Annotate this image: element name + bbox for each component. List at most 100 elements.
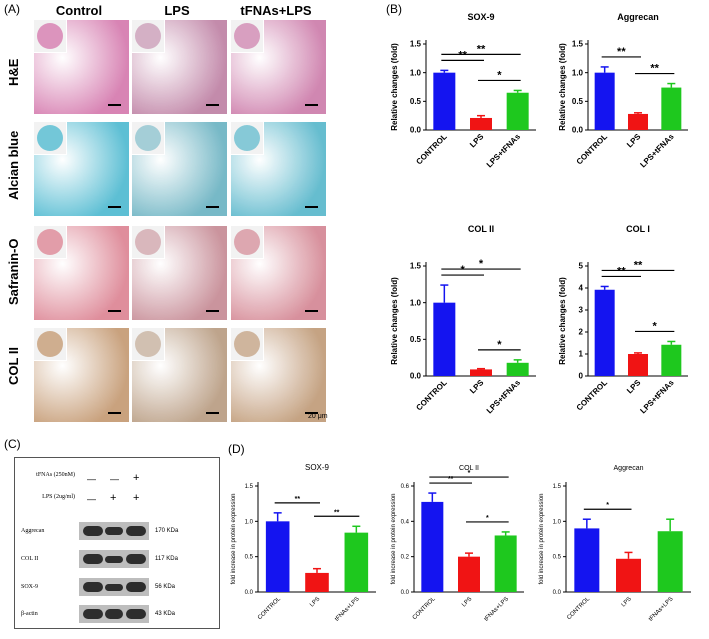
y-tick-label: 0.0 bbox=[245, 590, 254, 596]
scale-bar bbox=[305, 412, 318, 414]
bar bbox=[661, 344, 682, 376]
significance-label: * bbox=[486, 515, 489, 522]
chart-title: Aggrecan bbox=[614, 465, 644, 472]
blot-label-col2: COL II bbox=[21, 556, 39, 562]
chart-title: SOX-9 bbox=[305, 463, 330, 472]
bar bbox=[433, 302, 456, 376]
y-tick-label: 1.0 bbox=[410, 68, 422, 77]
panel-b-label: (B) bbox=[386, 2, 402, 16]
x-tick-label: LPS bbox=[309, 596, 321, 608]
chart-d-col2: COL II fold increase in protein expressio… bbox=[391, 465, 524, 623]
x-tick-label: LPS+tFNAs bbox=[638, 378, 676, 416]
x-tick-label: CONTROL bbox=[412, 596, 437, 621]
blot-label-actin: β-actin bbox=[21, 611, 38, 617]
overview-inset bbox=[34, 122, 67, 155]
y-tick-label: 3 bbox=[579, 306, 584, 315]
y-tick-label: 1.0 bbox=[410, 298, 422, 307]
y-tick-label: 5 bbox=[579, 262, 584, 271]
histology-image-col2-tfnas-lps bbox=[231, 328, 326, 422]
band bbox=[105, 556, 123, 563]
scale-bar bbox=[108, 412, 121, 414]
x-tick-label: LPS bbox=[621, 596, 633, 608]
y-tick-label: 1.5 bbox=[572, 40, 584, 49]
bar bbox=[616, 558, 641, 592]
bar bbox=[305, 572, 329, 592]
x-tick-label: LPS bbox=[625, 132, 643, 150]
overview-inset bbox=[231, 122, 264, 155]
overview-inset bbox=[231, 20, 264, 53]
histology-image-he-tfnas-lps bbox=[231, 20, 326, 114]
significance-label: ** bbox=[617, 265, 626, 277]
overview-inset bbox=[132, 328, 165, 361]
significance-label: * bbox=[479, 258, 484, 270]
overview-inset bbox=[132, 122, 165, 155]
significance-label: ** bbox=[448, 476, 454, 483]
y-tick-label: 0.5 bbox=[410, 335, 422, 344]
scale-bar bbox=[305, 104, 318, 106]
chart-d-aggrecan: Aggrecan fold increase in protein express… bbox=[539, 465, 691, 623]
treatment-label-tfnas: tFNAs (250nM) bbox=[36, 472, 75, 478]
y-tick-label: 1.5 bbox=[410, 262, 422, 271]
histology-image-he-control bbox=[34, 20, 129, 114]
tfnas-sign-3: + bbox=[133, 472, 140, 484]
y-axis-label: fold increase in protein expression bbox=[231, 493, 237, 584]
bar bbox=[470, 117, 492, 130]
y-tick-label: 0.0 bbox=[410, 372, 422, 381]
scale-bar bbox=[206, 412, 219, 414]
y-tick-label: 1.5 bbox=[245, 484, 254, 490]
band bbox=[105, 527, 123, 535]
chart-b-col1: COL I Relative changes (fold) 0 1 2 3 4 5 CONTRO… bbox=[558, 224, 688, 416]
chart-title: COL II bbox=[468, 224, 494, 234]
significance-label: * bbox=[461, 264, 466, 276]
y-tick-label: 0.4 bbox=[401, 519, 410, 525]
x-tick-label: CONTROL bbox=[575, 378, 609, 412]
chart-title: COL I bbox=[626, 224, 650, 234]
overview-inset bbox=[34, 20, 67, 53]
y-tick-label: 0.5 bbox=[572, 97, 584, 106]
histology-image-safranin-lps bbox=[132, 226, 227, 320]
scale-bar bbox=[206, 104, 219, 106]
overview-inset bbox=[231, 328, 264, 361]
significance-label: ** bbox=[295, 496, 301, 503]
significance-label: ** bbox=[634, 259, 643, 271]
y-tick-label: 0.5 bbox=[410, 97, 422, 106]
significance-label: * bbox=[606, 502, 609, 509]
kda-actin: 43 KDa bbox=[155, 611, 176, 617]
histology-image-safranin-control bbox=[34, 226, 129, 320]
bar bbox=[594, 289, 615, 376]
x-tick-label: LPS+tFNAs bbox=[638, 132, 676, 170]
band bbox=[83, 554, 103, 564]
scale-bar bbox=[108, 310, 121, 312]
bar bbox=[628, 354, 648, 376]
significance-label: ** bbox=[477, 43, 486, 55]
significance-label: ** bbox=[458, 49, 467, 61]
x-tick-label: tFNAs+LPS bbox=[484, 596, 511, 623]
band bbox=[105, 609, 123, 619]
y-axis-label: Relative changes (fold) bbox=[558, 277, 567, 365]
chart-title: COL II bbox=[459, 465, 479, 472]
x-tick-label: LPS bbox=[625, 378, 643, 396]
row-header-col2: COL II bbox=[6, 346, 21, 385]
band bbox=[83, 526, 103, 536]
panel-d-label: (D) bbox=[228, 442, 245, 456]
y-axis-label: Relative changes (fold) bbox=[558, 43, 567, 131]
x-tick-label: CONTROL bbox=[414, 132, 448, 166]
significance-label: * bbox=[468, 470, 471, 477]
y-tick-label: 1.0 bbox=[245, 519, 254, 525]
x-tick-label: LPS bbox=[468, 132, 486, 150]
y-axis-label: Relative changes (fold) bbox=[390, 43, 399, 131]
x-tick-label: LPS bbox=[468, 378, 486, 396]
scale-bar bbox=[305, 206, 318, 208]
x-tick-label: tFNAs+LPS bbox=[648, 596, 675, 623]
bar bbox=[421, 501, 444, 592]
band bbox=[126, 609, 146, 619]
kda-aggrecan: 170 KDa bbox=[155, 528, 179, 534]
band bbox=[126, 554, 146, 564]
histology-image-col2-control bbox=[34, 328, 129, 422]
bar bbox=[574, 528, 600, 592]
y-tick-label: 1.5 bbox=[553, 484, 562, 490]
bar bbox=[265, 521, 290, 592]
panel-a-label: (A) bbox=[4, 2, 20, 16]
chart-b-aggrecan: Aggrecan Relative changes (fold) 0.0 0.5 1.0… bbox=[558, 12, 688, 170]
lps-sign-3: + bbox=[133, 492, 140, 504]
